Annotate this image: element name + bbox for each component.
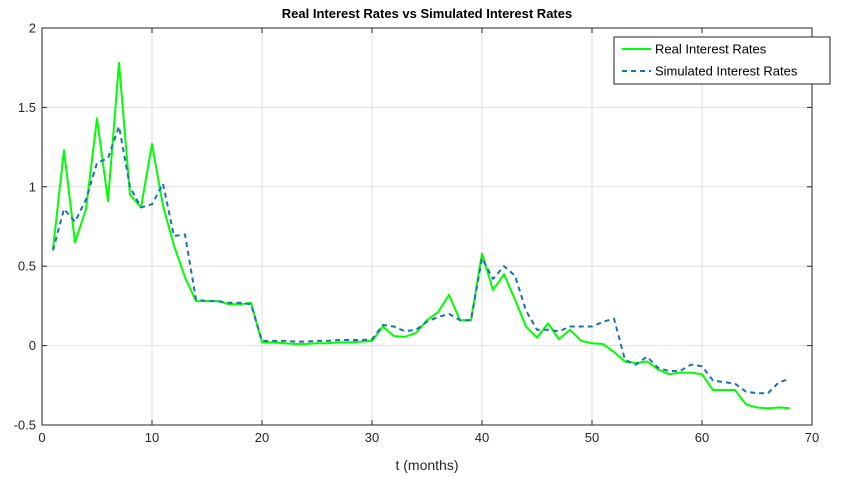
plot-frame: [41, 27, 813, 426]
series-layer: [52, 61, 791, 410]
x-tick-label: 50: [585, 430, 599, 445]
grid: [42, 28, 812, 425]
x-tick-label: 60: [695, 430, 709, 445]
x-tick-label: 0: [38, 430, 45, 445]
chart-title: Real Interest Rates vs Simulated Interes…: [282, 6, 572, 21]
legend-label-simulated: Simulated Interest Rates: [655, 64, 798, 79]
x-tick-label: 30: [365, 430, 379, 445]
legend-label-real: Real Interest Rates: [655, 42, 767, 57]
y-tick-label: 1.5: [18, 100, 36, 115]
y-tick-label: 1: [29, 179, 36, 194]
tick-labels: 0 10 20 30 40 50 60 70-0.500.511.52: [14, 21, 820, 446]
x-tick-label: 70: [805, 430, 819, 445]
legend: Real Interest Rates Simulated Interest R…: [613, 36, 831, 85]
y-tick-label: -0.5: [14, 418, 36, 433]
ticks: [41, 27, 813, 426]
x-axis-label: t (months): [395, 457, 458, 473]
x-tick-label: 10: [145, 430, 159, 445]
y-tick-label: 2: [29, 21, 36, 36]
legend-box: [613, 36, 831, 85]
x-tick-label: 40: [475, 430, 489, 445]
y-tick-label: 0: [29, 338, 36, 353]
series-line-simulated-interest-rates: [52, 125, 791, 395]
series-line-real-interest-rates: [52, 61, 791, 410]
plot-area: [42, 28, 812, 425]
y-tick-label: 0.5: [18, 259, 36, 274]
x-tick-label: 20: [255, 430, 269, 445]
